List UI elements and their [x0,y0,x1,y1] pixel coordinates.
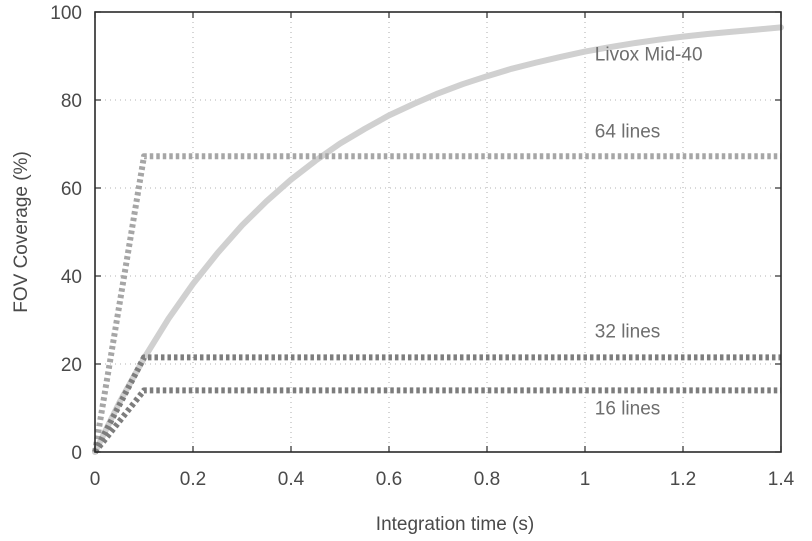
x-tick-label: 0.8 [474,469,500,490]
x-tick-label: 1.2 [670,469,696,490]
y-axis-label: FOV Coverage (%) [11,151,32,313]
y-tick-label: 20 [61,355,82,376]
series-label: Livox Mid-40 [595,44,703,65]
x-axis-label: Integration time (s) [376,514,534,535]
y-tick-label: 100 [50,3,82,24]
series-label: 64 lines [595,121,661,142]
x-tick-label: 0.6 [376,469,402,490]
y-tick-label: 80 [61,91,82,112]
ticks: 0 0.2 0.4 0.6 0.8 1 1.2 1.4 0 20 40 60 80 100 [50,3,794,490]
x-tick-label: 1.4 [768,469,795,490]
y-tick-label: 60 [61,179,82,200]
x-tick-label: 0.4 [278,469,305,490]
x-tick-label: 1 [580,469,591,490]
series-label: 16 lines [595,399,661,420]
y-tick-label: 40 [61,267,82,288]
series-layer [92,24,784,455]
grid [95,12,781,452]
series-label: 32 lines [595,322,661,343]
series-labels: Livox Mid-40 64 lines 32 lines 16 lines [595,44,703,419]
series-line-32-lines [92,354,781,454]
y-tick-label: 0 [71,443,82,464]
series-line-64-lines [92,153,781,453]
series-line-livox-mid-40 [92,24,784,455]
x-tick-label: 0 [90,469,101,490]
x-tick-label: 0.2 [180,469,206,490]
plot-frame [94,11,782,453]
series-line-16-lines [92,387,781,454]
